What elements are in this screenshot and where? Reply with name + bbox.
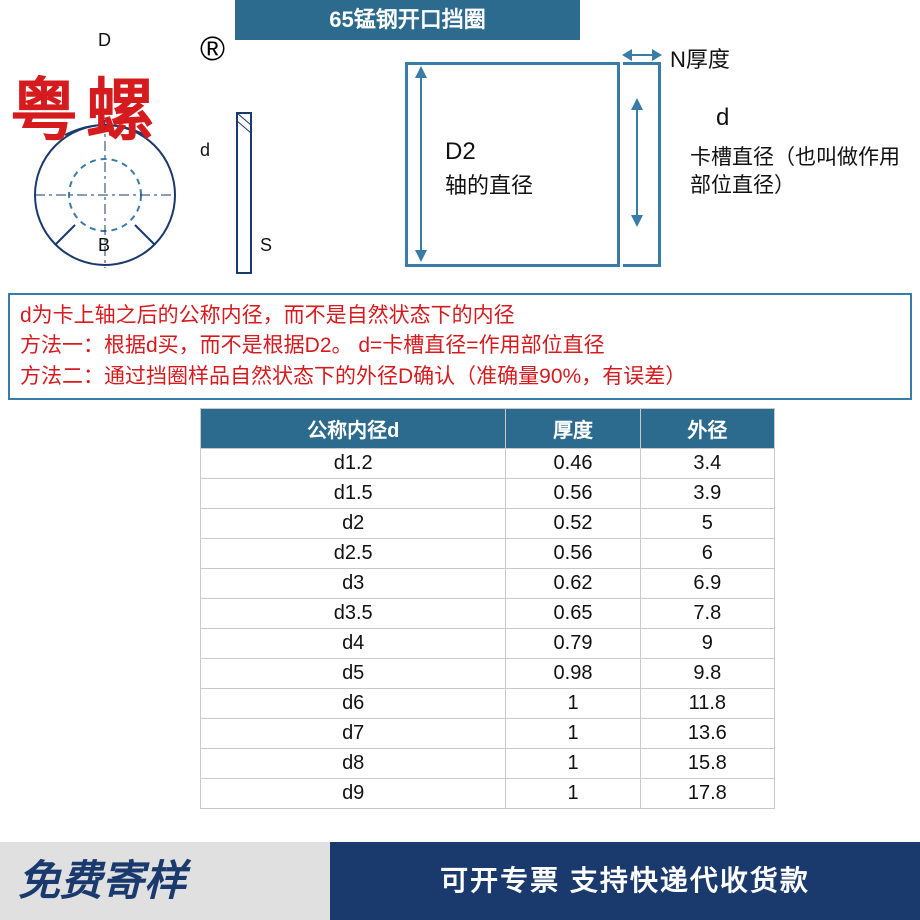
label-n: N厚度 <box>670 42 730 74</box>
table-cell: 9 <box>640 629 774 659</box>
table-cell: 1 <box>506 749 640 779</box>
table-cell: 15.8 <box>640 749 774 779</box>
watermark-text: 粤螺 <box>10 55 162 154</box>
table-cell: 6.9 <box>640 569 774 599</box>
table-cell: d3 <box>201 569 506 599</box>
table-cell: d3.5 <box>201 599 506 629</box>
table-row: d2.50.566 <box>201 539 775 569</box>
dim-d: d <box>200 140 210 161</box>
table-cell: 0.52 <box>506 509 640 539</box>
table-row: d8115.8 <box>201 749 775 779</box>
label-d2-sub: 轴的直径 <box>445 168 533 200</box>
table-cell: d7 <box>201 719 506 749</box>
table-header: 外径 <box>640 409 774 449</box>
info-line2: 方法一：根据d买，而不是根据D2。 d=卡槽直径=作用部位直径 <box>20 331 900 361</box>
info-line3: 方法二：通过挡圈样品自然状态下的外径D确认（准确量90%，有误差） <box>20 362 900 392</box>
table-cell: d8 <box>201 749 506 779</box>
table-cell: 1 <box>506 779 640 809</box>
table-cell: 3.9 <box>640 479 774 509</box>
table-row: d1.20.463.4 <box>201 449 775 479</box>
footer-left: 免费寄样 <box>0 842 330 920</box>
eclip-sideview <box>225 105 265 290</box>
table-cell: d9 <box>201 779 506 809</box>
table-cell: 0.56 <box>506 539 640 569</box>
table-cell: d6 <box>201 689 506 719</box>
table-cell: 13.6 <box>640 719 774 749</box>
table-row: d9117.8 <box>201 779 775 809</box>
title-bar: 65锰钢开口挡圈 <box>235 0 580 40</box>
table-cell: 17.8 <box>640 779 774 809</box>
table-cell: 1 <box>506 689 640 719</box>
label-d: d <box>716 104 729 132</box>
dim-S: S <box>260 235 272 256</box>
table-cell: d5 <box>201 659 506 689</box>
arrow-d2 <box>420 68 422 260</box>
table-row: d50.989.8 <box>201 659 775 689</box>
shaft-rect <box>405 62 620 267</box>
table-cell: d4 <box>201 629 506 659</box>
table-cell: 6 <box>640 539 774 569</box>
table-cell: d2.5 <box>201 539 506 569</box>
info-box: d为卡上轴之后的公称内径，而不是自然状态下的内径 方法一：根据d买，而不是根据D… <box>8 293 912 400</box>
arrow-n <box>624 54 660 56</box>
table-row: d20.525 <box>201 509 775 539</box>
table-cell: d1.2 <box>201 449 506 479</box>
table-cell: 0.98 <box>506 659 640 689</box>
table-cell: 1 <box>506 719 640 749</box>
table-header: 公称内径d <box>201 409 506 449</box>
table-cell: 5 <box>640 509 774 539</box>
dim-B: B <box>98 235 110 256</box>
label-slot: 卡槽直径（也叫做作用部位直径） <box>690 144 910 201</box>
table-row: d30.626.9 <box>201 569 775 599</box>
table-cell: 0.56 <box>506 479 640 509</box>
table-cell: d1.5 <box>201 479 506 509</box>
table-cell: 0.62 <box>506 569 640 599</box>
table-row: d6111.8 <box>201 689 775 719</box>
table-cell: 0.46 <box>506 449 640 479</box>
arrow-d <box>636 100 638 225</box>
table-row: d7113.6 <box>201 719 775 749</box>
spec-table: 公称内径d厚度外径 d1.20.463.4d1.50.563.9d20.525d… <box>200 408 775 809</box>
table-cell: 3.4 <box>640 449 774 479</box>
table-cell: 0.65 <box>506 599 640 629</box>
groove-rect <box>623 62 661 267</box>
table-row: d1.50.563.9 <box>201 479 775 509</box>
label-d2: D2 <box>445 138 476 166</box>
table-header: 厚度 <box>506 409 640 449</box>
watermark-symbol: ® <box>200 30 225 69</box>
shaft-diagram: D2 轴的直径 N厚度 d 卡槽直径（也叫做作用部位直径） <box>370 50 910 280</box>
info-line1: d为卡上轴之后的公称内径，而不是自然状态下的内径 <box>20 301 900 331</box>
table-cell: 0.79 <box>506 629 640 659</box>
footer-right: 可开专票 支持快递代收货款 <box>330 842 920 920</box>
table-row: d3.50.657.8 <box>201 599 775 629</box>
table-cell: 11.8 <box>640 689 774 719</box>
table-row: d40.799 <box>201 629 775 659</box>
dim-D: D <box>98 30 111 51</box>
table-cell: d2 <box>201 509 506 539</box>
table-cell: 9.8 <box>640 659 774 689</box>
table-cell: 7.8 <box>640 599 774 629</box>
